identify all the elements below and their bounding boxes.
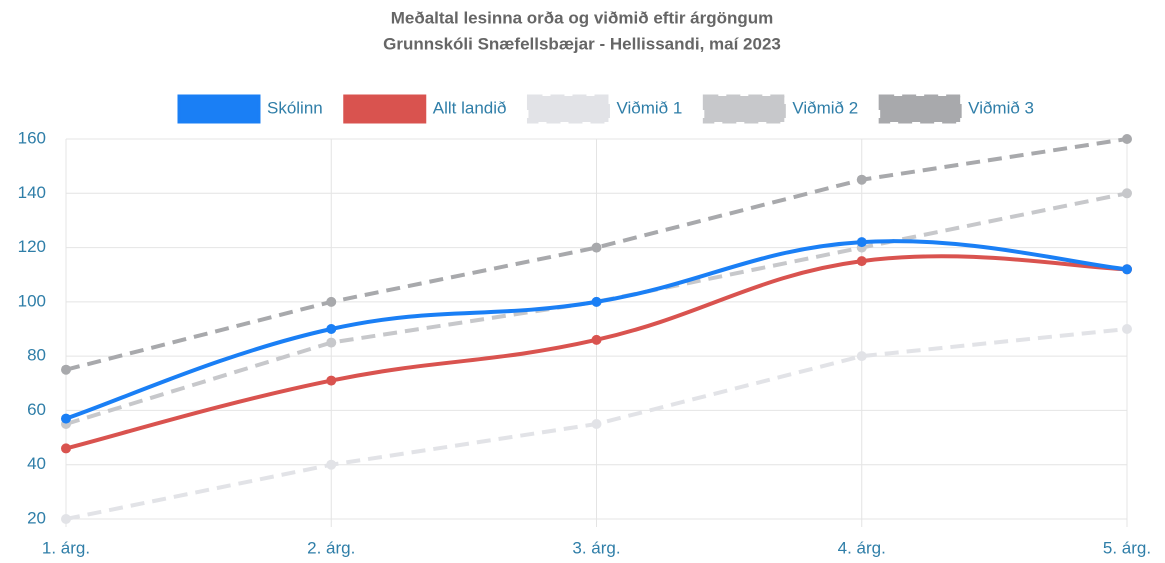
legend-label: Allt landið <box>433 98 507 117</box>
chart-subtitle: Grunnskóli Snæfellsbæjar - Hellissandi, … <box>383 34 781 53</box>
legend-swatch <box>526 94 610 124</box>
data-point <box>1122 324 1132 334</box>
data-point <box>326 337 337 348</box>
x-tick-label: 3. árg. <box>572 538 620 557</box>
legend-label: Viðmið 3 <box>968 98 1034 117</box>
x-tick-label: 1. árg. <box>42 538 90 557</box>
data-point <box>326 459 337 470</box>
y-tick-label: 140 <box>18 183 46 202</box>
chart-title: Meðaltal lesinna orða og viðmið eftir ár… <box>391 8 774 27</box>
data-point <box>856 174 867 185</box>
legend-label: Skólinn <box>267 98 323 117</box>
legend-swatch <box>343 94 427 124</box>
data-point <box>326 296 337 307</box>
legend-label: Viðmið 2 <box>792 98 858 117</box>
data-point <box>61 413 71 424</box>
data-point <box>856 237 867 248</box>
series-line <box>65 191 1128 426</box>
y-tick-label: 100 <box>18 291 46 310</box>
data-point <box>591 334 602 345</box>
data-point <box>591 419 602 429</box>
y-tick-label: 120 <box>18 237 46 256</box>
legend-label: Viðmið 1 <box>616 98 682 117</box>
legend-swatch <box>878 94 962 124</box>
data-point <box>591 242 602 253</box>
y-tick-label: 160 <box>18 128 46 147</box>
data-point <box>856 351 867 362</box>
y-tick-label: 40 <box>27 454 46 473</box>
x-tick-label: 4. árg. <box>838 538 886 557</box>
x-tick-label: 2. árg. <box>307 538 355 557</box>
legend-swatch <box>177 94 261 124</box>
data-point <box>1122 188 1132 199</box>
data-point <box>61 514 71 524</box>
data-point <box>1122 134 1132 144</box>
data-point <box>61 364 71 375</box>
x-tick-label: 5. árg. <box>1103 538 1151 557</box>
data-point <box>1122 264 1132 275</box>
data-point <box>326 375 337 386</box>
data-point <box>856 256 867 267</box>
data-point <box>591 296 602 307</box>
legend-swatch <box>702 94 786 124</box>
y-tick-label: 60 <box>27 400 46 419</box>
y-tick-label: 20 <box>27 508 46 527</box>
data-point <box>326 324 337 334</box>
y-tick-label: 80 <box>27 346 46 365</box>
data-point <box>61 443 71 454</box>
series-line <box>65 137 1128 372</box>
